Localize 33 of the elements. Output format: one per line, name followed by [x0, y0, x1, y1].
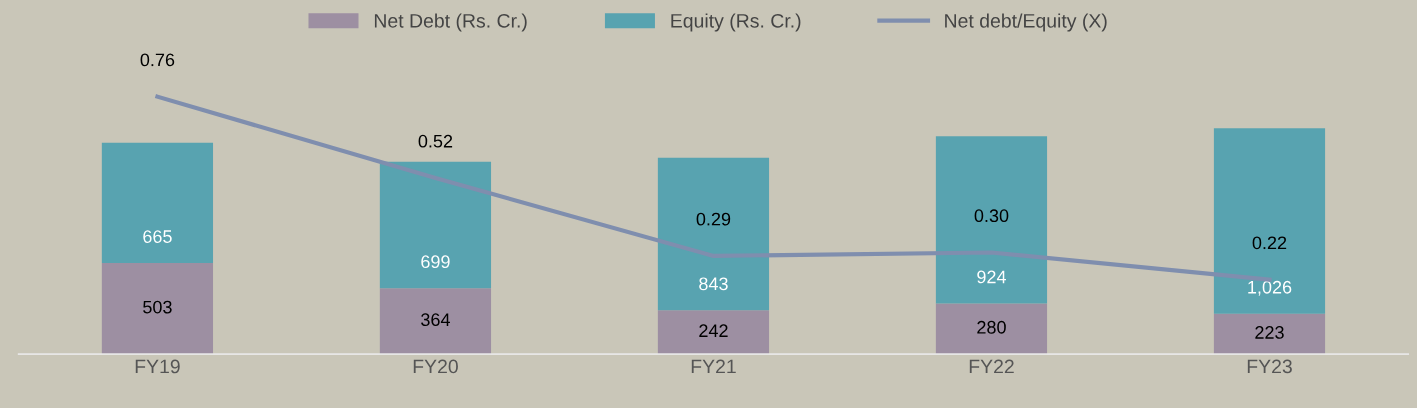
data-label: 242	[699, 324, 728, 337]
data-label: 280	[977, 320, 1006, 334]
data-label: 924	[977, 270, 1007, 284]
data-label: 665	[143, 230, 172, 243]
bar	[935, 303, 1048, 355]
x-tick-label: FY22	[969, 359, 1014, 374]
x-tick-label: FY20	[413, 359, 458, 374]
bar	[1213, 128, 1326, 314]
data-label: 0.76	[140, 53, 175, 67]
x-tick-label: FY23	[1247, 359, 1292, 374]
data-label: 364	[421, 313, 450, 327]
legend-label: Equity (Rs. Cr.)	[671, 13, 801, 32]
data-label: 0.52	[418, 134, 453, 148]
x-tick-label: FY19	[135, 359, 180, 374]
data-label: 1,026	[1248, 280, 1292, 296]
x-tick-label: FY21	[691, 359, 736, 374]
legend-label: Net Debt (Rs. Cr.)	[374, 13, 527, 32]
legend-label: Net debt/Equity (X)	[945, 13, 1107, 32]
data-label: 699	[421, 255, 450, 269]
bar	[101, 142, 214, 264]
bar	[1213, 313, 1326, 355]
data-label: 843	[699, 277, 728, 291]
data-label: 0.29	[696, 212, 731, 226]
bar	[379, 288, 492, 355]
data-label: 0.30	[974, 209, 1009, 223]
bar	[935, 136, 1048, 304]
data-label: 0.22	[1252, 236, 1287, 250]
bar	[101, 263, 214, 355]
bar	[379, 161, 492, 289]
data-label: 223	[1255, 326, 1284, 339]
bar	[657, 310, 770, 355]
bar	[657, 157, 770, 311]
data-label: 503	[143, 300, 172, 314]
